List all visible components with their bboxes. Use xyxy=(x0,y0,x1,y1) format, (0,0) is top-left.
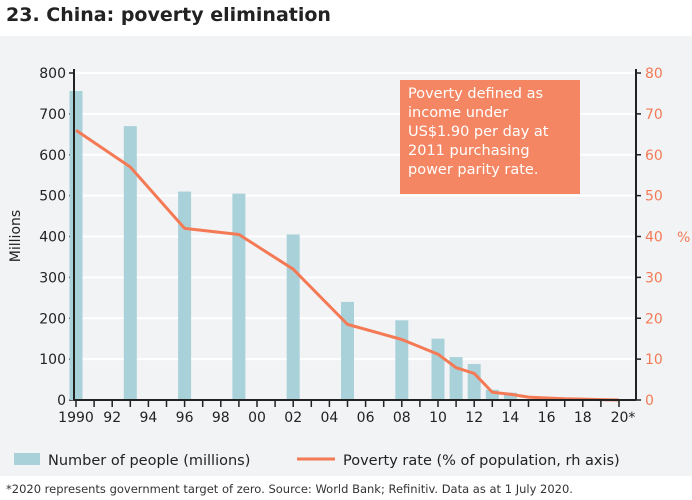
y-tick-label: 600 xyxy=(39,148,66,164)
x-tick-label: 92 xyxy=(103,410,121,426)
bar xyxy=(485,389,499,400)
bar xyxy=(395,320,409,400)
bar xyxy=(431,338,445,400)
x-tick-label: 94 xyxy=(139,410,157,426)
x-tick-label: 08 xyxy=(393,410,411,426)
bar xyxy=(467,364,481,400)
poverty-rate-line xyxy=(75,128,620,402)
x-tick-label: 1990 xyxy=(58,410,94,426)
y-tick-label: 400 xyxy=(39,230,66,246)
legend-label-bars: Number of people (millions) xyxy=(48,453,250,469)
y-tick-label: 200 xyxy=(39,311,66,327)
x-tick-label: 04 xyxy=(320,410,338,426)
x-tick-label: 02 xyxy=(284,410,302,426)
x-tick-label: 96 xyxy=(176,410,194,426)
y2-tick-label: 0 xyxy=(645,393,654,409)
footnote: *2020 represents government target of ze… xyxy=(6,482,573,496)
y2-tick-label: 10 xyxy=(645,352,663,368)
y-tick-label: 700 xyxy=(39,107,66,123)
legend-label-line: Poverty rate (% of population, rh axis) xyxy=(343,453,620,469)
x-tick-label: 16 xyxy=(538,410,556,426)
bar xyxy=(123,126,137,400)
y-tick-label: 0 xyxy=(57,393,66,409)
bar xyxy=(178,191,192,400)
bar xyxy=(232,193,246,400)
x-tick-label: 18 xyxy=(574,410,592,426)
y-tick-label: 300 xyxy=(39,270,66,286)
x-tick-label: 12 xyxy=(465,410,483,426)
x-tick-label: 06 xyxy=(357,410,375,426)
x-tick-label: 98 xyxy=(212,410,230,426)
y2-axis-label: % xyxy=(677,230,690,246)
y-tick-label: 500 xyxy=(39,189,66,205)
y2-tick-label: 70 xyxy=(645,107,663,123)
y2-tick-label: 60 xyxy=(645,148,663,164)
y2-tick-label: 30 xyxy=(645,270,663,286)
chart-title: 23. China: poverty elimination xyxy=(6,4,331,26)
x-tick-label: 20* xyxy=(611,410,636,426)
x-tick-label: 14 xyxy=(501,410,519,426)
y-tick-label: 800 xyxy=(39,66,66,82)
bar xyxy=(503,392,517,400)
x-tick-label: 10 xyxy=(429,410,447,426)
y2-tick-label: 20 xyxy=(645,311,663,327)
annotation-box: Poverty defined as income under US$1.90 … xyxy=(400,80,580,194)
y2-tick-label: 50 xyxy=(645,189,663,205)
x-tick-label: 00 xyxy=(248,410,266,426)
bar xyxy=(286,234,300,400)
legend-swatch-bars xyxy=(14,453,40,465)
y2-tick-label: 80 xyxy=(645,66,663,82)
y-tick-label: 100 xyxy=(39,352,66,368)
bar xyxy=(69,90,83,401)
y2-tick-label: 40 xyxy=(645,230,663,246)
bar xyxy=(341,301,354,400)
y-axis-label: Millions xyxy=(8,210,24,262)
